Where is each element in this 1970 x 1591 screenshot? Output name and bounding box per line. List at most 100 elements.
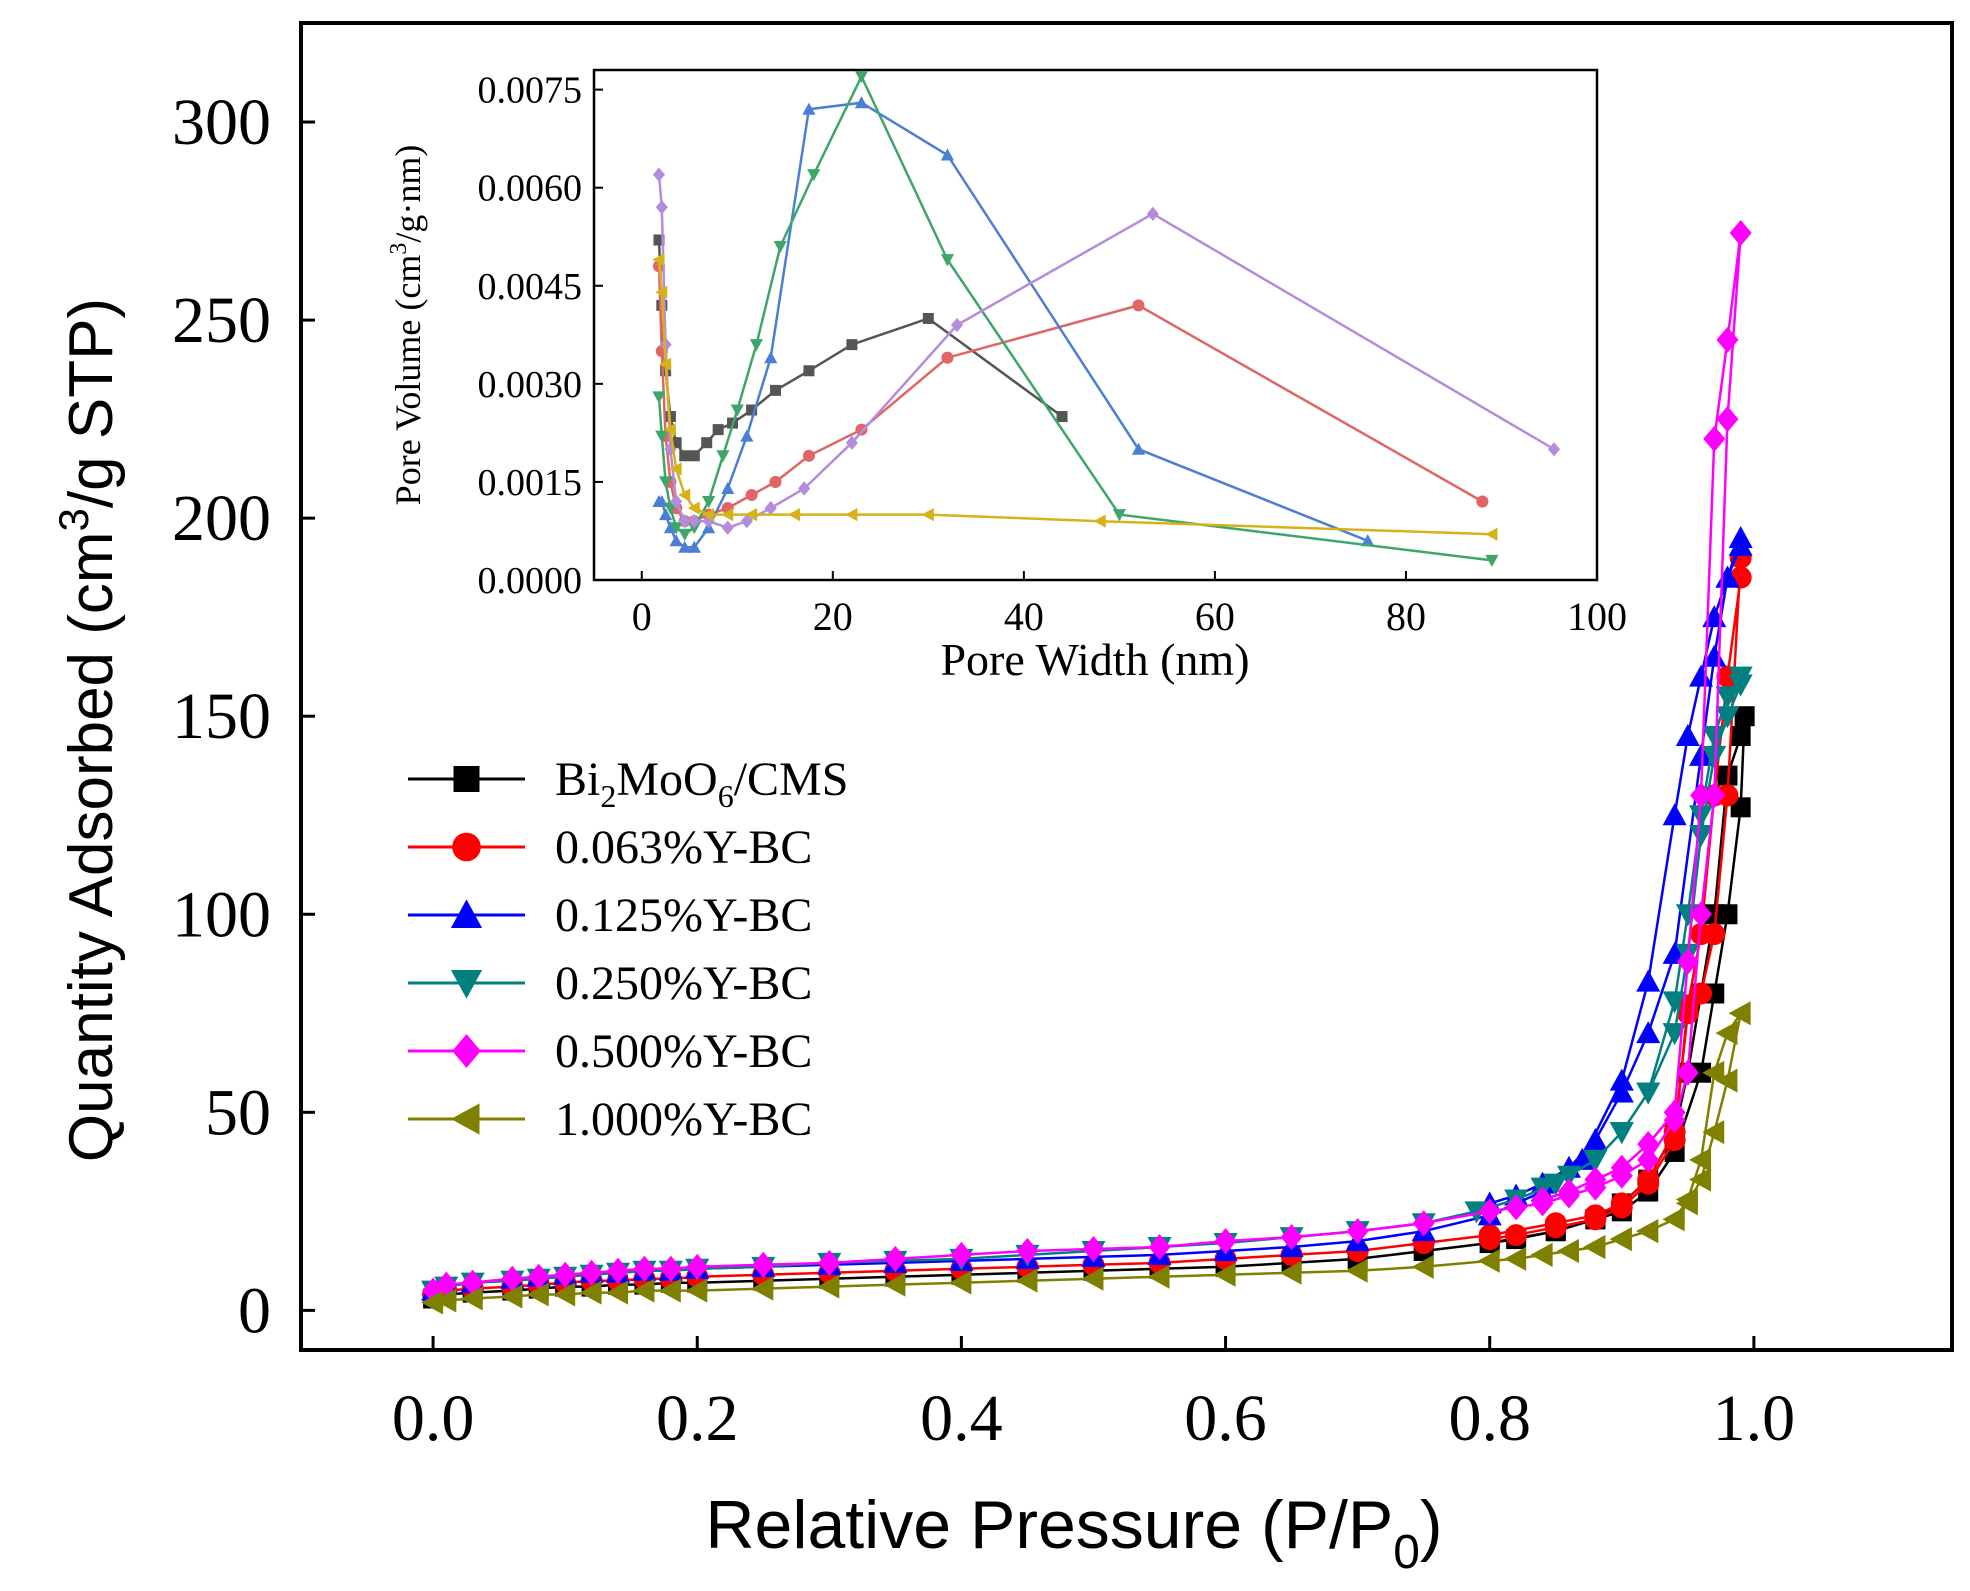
main-data-point: [553, 1282, 576, 1307]
inset-data-point: [922, 312, 934, 324]
main-data-point: [1584, 1166, 1607, 1193]
inset-data-point: [721, 520, 734, 535]
main-y-tick-label: 250: [172, 284, 271, 357]
main-x-axis-label-tail: ): [1420, 1487, 1443, 1563]
main-data-point: [751, 1276, 774, 1301]
main-data-point: [421, 1290, 444, 1315]
inset-data-point: [659, 508, 673, 521]
main-series-1-000-y-bc: [421, 1001, 1751, 1315]
main-data-point: [1728, 533, 1753, 556]
main-x-tick-label: 0.8: [1448, 1382, 1531, 1455]
main-data-point: [1583, 1128, 1608, 1151]
inset-data-point: [716, 450, 730, 463]
inset-data-point: [950, 317, 964, 333]
inset-y-tick-label: 0.0045: [478, 266, 583, 308]
main-data-point: [1556, 1238, 1579, 1263]
main-data-point: [1637, 1146, 1660, 1173]
main-data-point: [1279, 1260, 1302, 1285]
main-data-point: [1214, 1228, 1237, 1255]
main-data-point: [1147, 1264, 1170, 1289]
main-y-tick-label: 50: [205, 1076, 271, 1149]
main-data-point: [1583, 1149, 1608, 1172]
main-x-tick-label: 1.0: [1713, 1382, 1796, 1455]
main-data-point: [1734, 706, 1755, 727]
inset-x-tick-label: 80: [1386, 594, 1426, 639]
main-data-point: [1345, 1258, 1368, 1283]
main-data-point: [1609, 1068, 1634, 1091]
inset-data-point: [845, 435, 858, 450]
inset-data-point: [803, 365, 815, 377]
inset-data-point: [655, 200, 668, 215]
legend-label: 1.000%Y-BC: [555, 1093, 812, 1146]
main-data-point: [1689, 805, 1714, 828]
inset-data-point: [652, 253, 665, 267]
main-data-point: [1702, 745, 1727, 768]
main-data-point: [1728, 674, 1753, 697]
main-data-point: [605, 1280, 628, 1305]
main-data-point: [606, 1257, 629, 1284]
main-data-point: [1636, 1021, 1661, 1044]
main-data-point: [1662, 1023, 1687, 1046]
main-y-axis-label-tail: /g STP): [57, 298, 126, 508]
main-data-point: [1702, 726, 1727, 749]
legend-marker: [452, 1034, 481, 1068]
inset-data-point: [663, 521, 678, 534]
legend-entry: 1.000%Y-BC: [408, 1093, 812, 1146]
inset-data-point: [745, 488, 758, 502]
inset-data-point: [941, 351, 954, 364]
main-data-point: [1689, 743, 1714, 766]
inset-data-point: [655, 285, 668, 299]
main-x-axis-label-text: Relative Pressure (P/P: [705, 1487, 1393, 1563]
inset-data-point: [1093, 514, 1106, 528]
inset-data-point: [670, 437, 682, 449]
inset-series-line: [659, 101, 1369, 549]
main-data-point: [580, 1259, 603, 1286]
main-data-point: [883, 1272, 906, 1297]
inset-data-point: [749, 339, 763, 352]
main-data-point: [1689, 664, 1714, 687]
inset-data-point: [653, 234, 665, 246]
inset-data-point: [669, 522, 683, 535]
main-data-point: [1610, 1154, 1633, 1181]
main-data-point: [632, 1278, 655, 1303]
main-data-point: [1637, 1172, 1660, 1195]
main-data-point: [1702, 644, 1727, 667]
main-data-point: [1477, 1248, 1500, 1273]
main-data-point: [1478, 1198, 1501, 1225]
main-data-point: [1662, 803, 1687, 826]
main-y-tick-label: 100: [172, 878, 271, 951]
inset-data-point: [663, 423, 676, 437]
legend-marker: [450, 899, 483, 928]
main-data-point: [579, 1280, 602, 1305]
main-data-point: [1675, 724, 1700, 747]
main-data-point: [1716, 326, 1739, 353]
main-x-tick-label: 0.4: [920, 1382, 1003, 1455]
legend-entry: Bi2MoO6/CMS: [408, 753, 848, 814]
inset-x-tick-label: 40: [1004, 594, 1044, 639]
inset-data-point: [764, 351, 778, 364]
main-data-point: [1412, 1210, 1435, 1237]
main-data-point: [950, 1241, 973, 1268]
inset-data-point: [769, 475, 782, 488]
inset-data-point: [1485, 554, 1499, 567]
inset-x-axis-label: Pore Width (nm): [940, 634, 1249, 685]
main-y-tick-label: 150: [172, 680, 271, 753]
main-data-point: [1530, 1242, 1553, 1267]
main-data-point: [817, 1274, 840, 1299]
inset-data-point: [659, 476, 673, 489]
main-data-point: [1505, 1194, 1528, 1221]
main-data-point: [685, 1278, 708, 1303]
main-data-point: [1728, 1001, 1751, 1026]
main-data-point: [686, 1253, 709, 1280]
inset-data-point: [688, 450, 700, 462]
main-data-point: [1703, 425, 1726, 452]
inset-data-point: [769, 384, 781, 396]
legend-entry: 0.500%Y-BC: [408, 1025, 812, 1078]
inset-series-group: [652, 71, 1561, 567]
main-data-point: [1716, 406, 1739, 433]
legend-marker: [453, 766, 480, 792]
inset-data-point: [730, 404, 744, 417]
main-data-point: [1715, 1021, 1738, 1046]
inset-x-tick-label: 60: [1195, 594, 1235, 639]
